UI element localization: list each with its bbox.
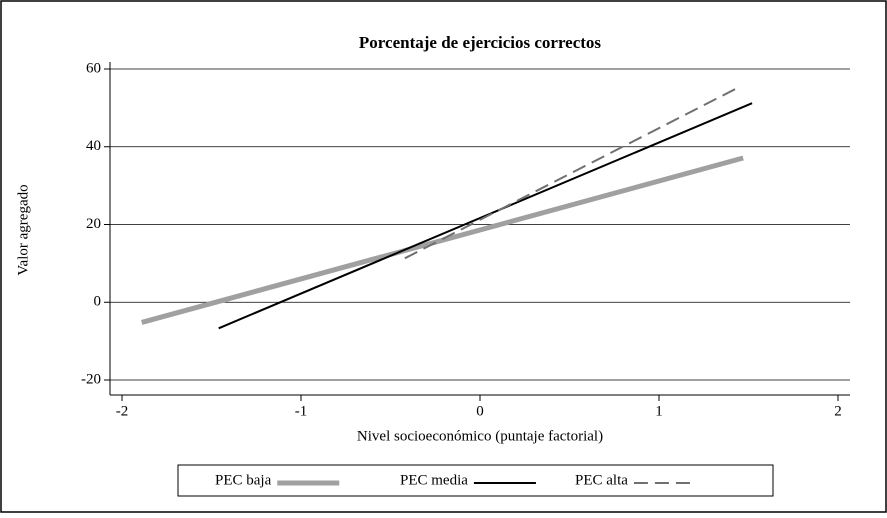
- legend-label: PEC media: [400, 472, 468, 488]
- x-tick-label: -1: [295, 403, 308, 419]
- x-tick-label: -2: [116, 403, 129, 419]
- x-tick-label: 1: [655, 403, 663, 419]
- series-line: [141, 155, 744, 325]
- y-tick-label: 60: [86, 60, 101, 76]
- legend-label: PEC alta: [575, 472, 628, 488]
- x-tick-label: 2: [834, 403, 842, 419]
- chart-title: Porcentaje de ejercicios correctos: [359, 33, 602, 52]
- y-axis-label: Valor agregado: [15, 184, 31, 275]
- y-tick-label: -20: [81, 371, 101, 387]
- x-tick-label: 0: [476, 403, 484, 419]
- y-tick-label: 20: [86, 216, 101, 232]
- legend-label: PEC baja: [215, 472, 272, 488]
- series-line: [218, 102, 753, 330]
- y-tick-label: 0: [94, 294, 102, 310]
- x-axis-label: Nivel socioeconómico (puntaje factorial): [357, 428, 603, 444]
- legend-box: [177, 464, 774, 497]
- y-tick-label: 40: [86, 138, 101, 154]
